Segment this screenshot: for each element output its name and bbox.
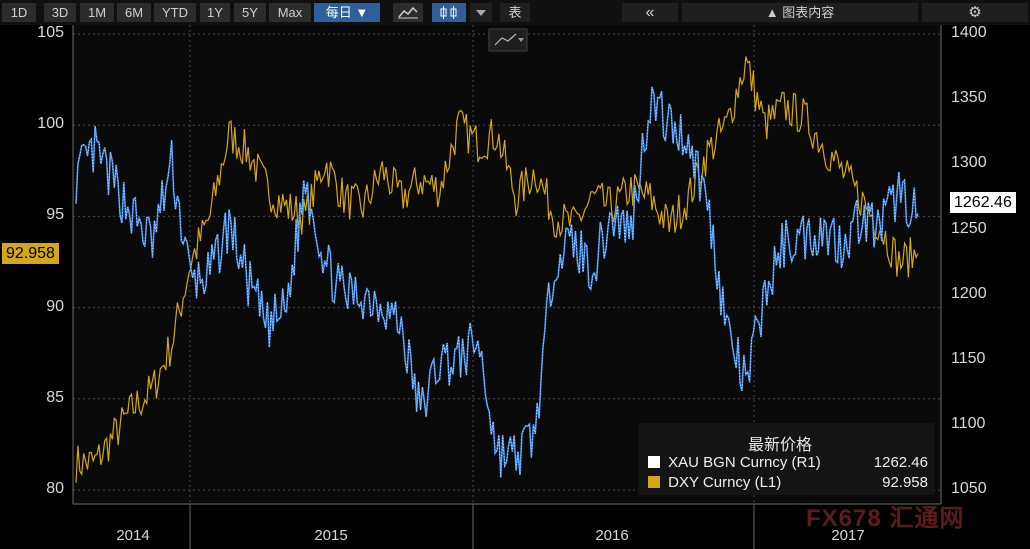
right-axis-tick: 1100 (951, 415, 986, 433)
xau-last-value-flag: 1262.46 (950, 192, 1016, 213)
x-axis-year-label: 2015 (314, 527, 348, 544)
chart-content-button[interactable]: ▲ 图表内容 (682, 3, 918, 22)
right-axis-tick: 1300 (951, 154, 987, 172)
period-button-5y[interactable]: 5Y (234, 3, 266, 22)
toolbar: 1D 3D 1M 6M YTD 1Y 5Y Max 每日 ▼ 表 « ▲ 图表内容 ⚙ (0, 0, 1030, 25)
legend: 最新价格 XAU BGN Curncy (R1) 1262.46 DXY Cur… (638, 423, 934, 495)
right-axis-tick: 1050 (951, 480, 987, 498)
period-button-6m[interactable]: 6M (117, 3, 151, 22)
period-button-max[interactable]: Max (269, 3, 311, 22)
legend-xau-value: 1262.46 (873, 454, 928, 471)
left-axis-tick: 80 (46, 480, 64, 497)
table-button[interactable]: 表 (500, 3, 530, 22)
left-axis-tick: 85 (46, 388, 64, 406)
series-line-xau-highlight (75, 86, 919, 478)
period-button-3d[interactable]: 3D (44, 3, 76, 22)
gear-icon[interactable]: ⚙ (922, 3, 1028, 22)
left-axis-tick: 105 (37, 24, 64, 41)
xau-swatch-icon (648, 456, 660, 468)
right-axis-tick: 1150 (951, 350, 986, 367)
legend-entry-dxy: DXY Curncy (L1) (648, 474, 781, 491)
legend-xau-label: XAU BGN Curncy (R1) (668, 454, 821, 471)
dxy-swatch-icon (648, 476, 660, 488)
x-axis-year-label: 2016 (595, 527, 629, 544)
right-axis-tick: 1200 (951, 284, 987, 302)
legend-entry-xau: XAU BGN Curncy (R1) (648, 454, 821, 471)
right-axis-tick: 1400 (951, 24, 987, 41)
chart-type-dropdown-icon[interactable] (470, 3, 492, 22)
candlestick-icon[interactable] (432, 3, 466, 22)
period-button-ytd[interactable]: YTD (154, 3, 196, 22)
watermark-logo: FX678 汇通网 (806, 505, 965, 532)
series-style-icon[interactable] (488, 28, 528, 52)
period-button-1m[interactable]: 1M (80, 3, 114, 22)
left-axis-tick: 95 (46, 206, 64, 224)
period-button-1d[interactable]: 1D (2, 3, 36, 22)
line-chart-icon[interactable] (393, 3, 423, 22)
frequency-dropdown[interactable]: 每日 ▼ (314, 3, 380, 22)
dxy-last-value-flag: 92.958 (2, 243, 59, 264)
legend-title: 最新价格 (748, 437, 813, 454)
legend-dxy-value: 92.958 (882, 474, 928, 491)
left-axis-tick: 90 (46, 297, 64, 315)
x-axis-year-label: 2014 (116, 527, 150, 544)
legend-dxy-label: DXY Curncy (L1) (668, 474, 782, 491)
period-button-1y[interactable]: 1Y (200, 3, 230, 22)
back-icon[interactable]: « (622, 3, 678, 22)
chart-content-icon: ▲ (765, 5, 779, 20)
series-line-dxy (75, 56, 919, 483)
chart-content-label: 图表内容 (782, 5, 835, 20)
left-axis-tick: 100 (37, 115, 64, 133)
right-axis-tick: 1350 (951, 89, 987, 107)
x-axis-year-label: 2017 (831, 527, 865, 544)
right-axis-tick: 1250 (951, 219, 987, 237)
